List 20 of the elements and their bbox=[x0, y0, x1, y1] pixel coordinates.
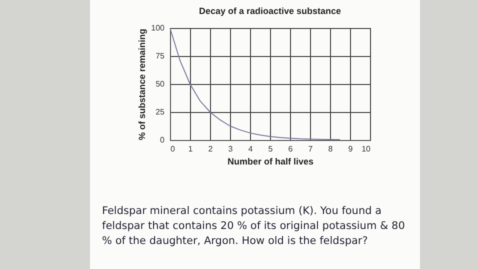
x-tick-label: 9 bbox=[348, 144, 354, 154]
x-tick-label: 0 bbox=[170, 144, 176, 154]
chart-title: Decay of a radioactive substance bbox=[198, 6, 342, 16]
x-axis-title: Number of half lives bbox=[227, 156, 314, 166]
y-tick-label: 0 bbox=[160, 136, 166, 144]
x-tick-label: 1 bbox=[188, 144, 194, 154]
x-tick-label: 8 bbox=[328, 144, 334, 154]
x-tick-label: 6 bbox=[288, 144, 294, 154]
y-tick-label: 25 bbox=[156, 108, 166, 116]
y-axis-title: % of substance remaining bbox=[137, 28, 148, 140]
x-tick-label: 2 bbox=[208, 144, 214, 154]
text: Feldspar mineral contains potassium (K). You found a feldspar that contains 20 % of its original potassium & 80 % of the daughter, Argon. How old is the feldspar? bbox=[102, 204, 406, 249]
x-tick-label: 3 bbox=[228, 144, 234, 154]
x-tick-label: 5 bbox=[268, 144, 274, 154]
x-tick-label: 10 bbox=[362, 144, 372, 154]
y-tick-label: 75 bbox=[156, 52, 166, 60]
y-tick-label: 100 bbox=[151, 24, 166, 32]
x-tick-label: 4 bbox=[248, 144, 254, 154]
y-tick-label: 50 bbox=[156, 80, 166, 88]
x-tick-label: 7 bbox=[308, 144, 314, 154]
